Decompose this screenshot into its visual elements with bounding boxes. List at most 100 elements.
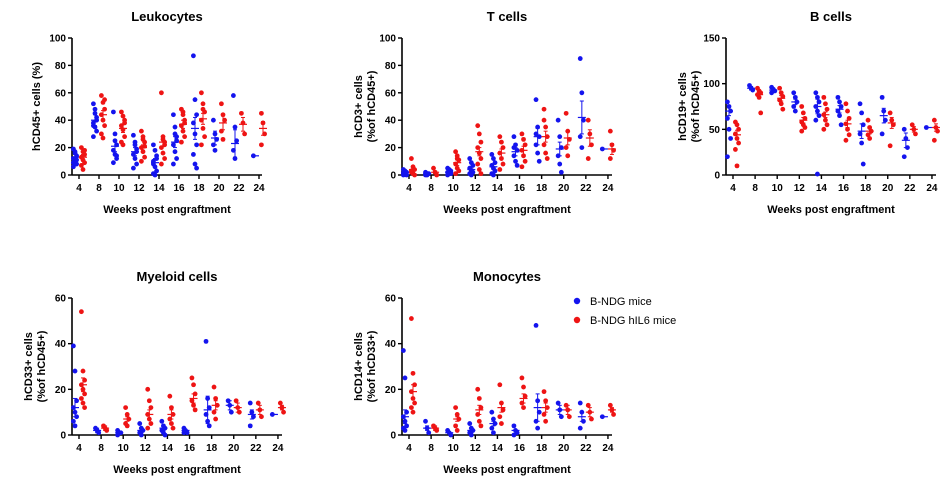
data-point xyxy=(423,418,428,424)
data-point xyxy=(511,134,517,140)
data-point xyxy=(533,97,539,103)
x-tick-label: 16 xyxy=(184,443,196,454)
data-point xyxy=(281,409,286,415)
data-point xyxy=(456,168,462,174)
data-point xyxy=(725,115,730,121)
y-axis-label: (%of hCD45+) xyxy=(690,70,702,142)
data-point xyxy=(402,428,408,433)
x-tick-label: 22 xyxy=(233,183,245,194)
data-point xyxy=(139,128,144,134)
data-point xyxy=(132,142,138,148)
series-bndg xyxy=(725,83,932,177)
data-point xyxy=(824,122,830,128)
data-point xyxy=(475,123,481,129)
data-point xyxy=(541,117,547,123)
data-point xyxy=(734,122,740,128)
data-point xyxy=(82,391,87,397)
data-point xyxy=(102,123,107,129)
series-bndg xyxy=(401,323,608,438)
x-tick-label: 10 xyxy=(772,183,784,194)
data-point xyxy=(120,113,126,119)
y-axis-label: (%of hCD33+) xyxy=(366,330,378,402)
data-point xyxy=(167,393,173,399)
data-point xyxy=(579,145,585,151)
data-point xyxy=(491,172,496,178)
data-point xyxy=(409,156,414,161)
series-bndg-hil6 xyxy=(79,90,267,172)
x-tick-label: 24 xyxy=(602,183,614,194)
data-point xyxy=(200,101,206,107)
y-tick-label: 0 xyxy=(60,431,66,442)
x-tick-label: 8 xyxy=(752,183,758,194)
x-tick-label: 24 xyxy=(253,183,265,194)
data-point xyxy=(139,158,144,164)
data-point xyxy=(497,134,503,140)
data-point xyxy=(259,414,264,420)
data-point xyxy=(543,124,549,130)
data-point xyxy=(478,423,484,429)
data-point xyxy=(497,382,503,388)
x-tick-label: 16 xyxy=(514,443,526,454)
data-point xyxy=(541,106,547,112)
data-point xyxy=(821,94,827,100)
data-point xyxy=(154,168,160,174)
data-point xyxy=(491,430,496,436)
data-point xyxy=(132,156,138,161)
data-point xyxy=(426,430,432,436)
y-axis-label: hCD19+ cells xyxy=(677,72,689,141)
data-point xyxy=(813,90,819,96)
data-point xyxy=(521,384,526,390)
legend-label: B-NDG mice xyxy=(590,296,652,308)
data-point xyxy=(114,153,119,159)
data-point xyxy=(879,94,885,100)
data-point xyxy=(211,384,217,390)
data-point xyxy=(467,421,473,426)
data-point xyxy=(71,418,76,424)
data-point xyxy=(860,161,866,167)
data-point xyxy=(563,110,569,116)
data-point xyxy=(519,375,525,381)
data-point xyxy=(824,106,830,112)
data-point xyxy=(607,402,613,408)
data-point xyxy=(511,423,517,429)
data-point xyxy=(541,142,547,148)
series-bndg-hil6 xyxy=(79,309,286,433)
data-point xyxy=(577,134,583,140)
data-point xyxy=(454,412,460,417)
data-point xyxy=(112,131,118,137)
data-point xyxy=(194,165,200,171)
data-point xyxy=(734,163,740,169)
data-point xyxy=(802,125,808,130)
chart-panel-3: Myeloid cells 0 20 40 60 4 8 10 12 14 16 18 20 22 24 We… xyxy=(23,269,286,476)
data-point xyxy=(239,110,244,116)
data-point xyxy=(182,134,188,140)
data-point xyxy=(91,101,96,107)
x-tick-label: 24 xyxy=(602,443,614,454)
data-point xyxy=(102,97,107,103)
data-point xyxy=(887,143,893,149)
data-point xyxy=(180,128,186,134)
data-point xyxy=(162,156,168,161)
data-point xyxy=(401,348,406,353)
data-point xyxy=(142,154,148,160)
data-point xyxy=(589,416,594,422)
data-point xyxy=(555,400,561,406)
x-tick-label: 20 xyxy=(558,443,570,454)
y-tick-label: 0 xyxy=(714,171,720,182)
data-point xyxy=(514,163,520,168)
data-point xyxy=(800,110,806,116)
x-tick-label: 10 xyxy=(113,183,125,194)
data-point xyxy=(585,402,591,408)
data-point xyxy=(181,430,187,436)
data-point xyxy=(80,400,86,406)
y-tick-label: 100 xyxy=(49,34,66,45)
x-tick-label: 10 xyxy=(448,183,460,194)
data-point xyxy=(867,136,873,141)
data-point xyxy=(468,432,474,438)
data-point xyxy=(152,147,158,153)
data-point xyxy=(845,126,850,132)
data-point xyxy=(478,139,484,145)
x-tick-label: 12 xyxy=(140,443,152,454)
data-point xyxy=(489,152,495,157)
